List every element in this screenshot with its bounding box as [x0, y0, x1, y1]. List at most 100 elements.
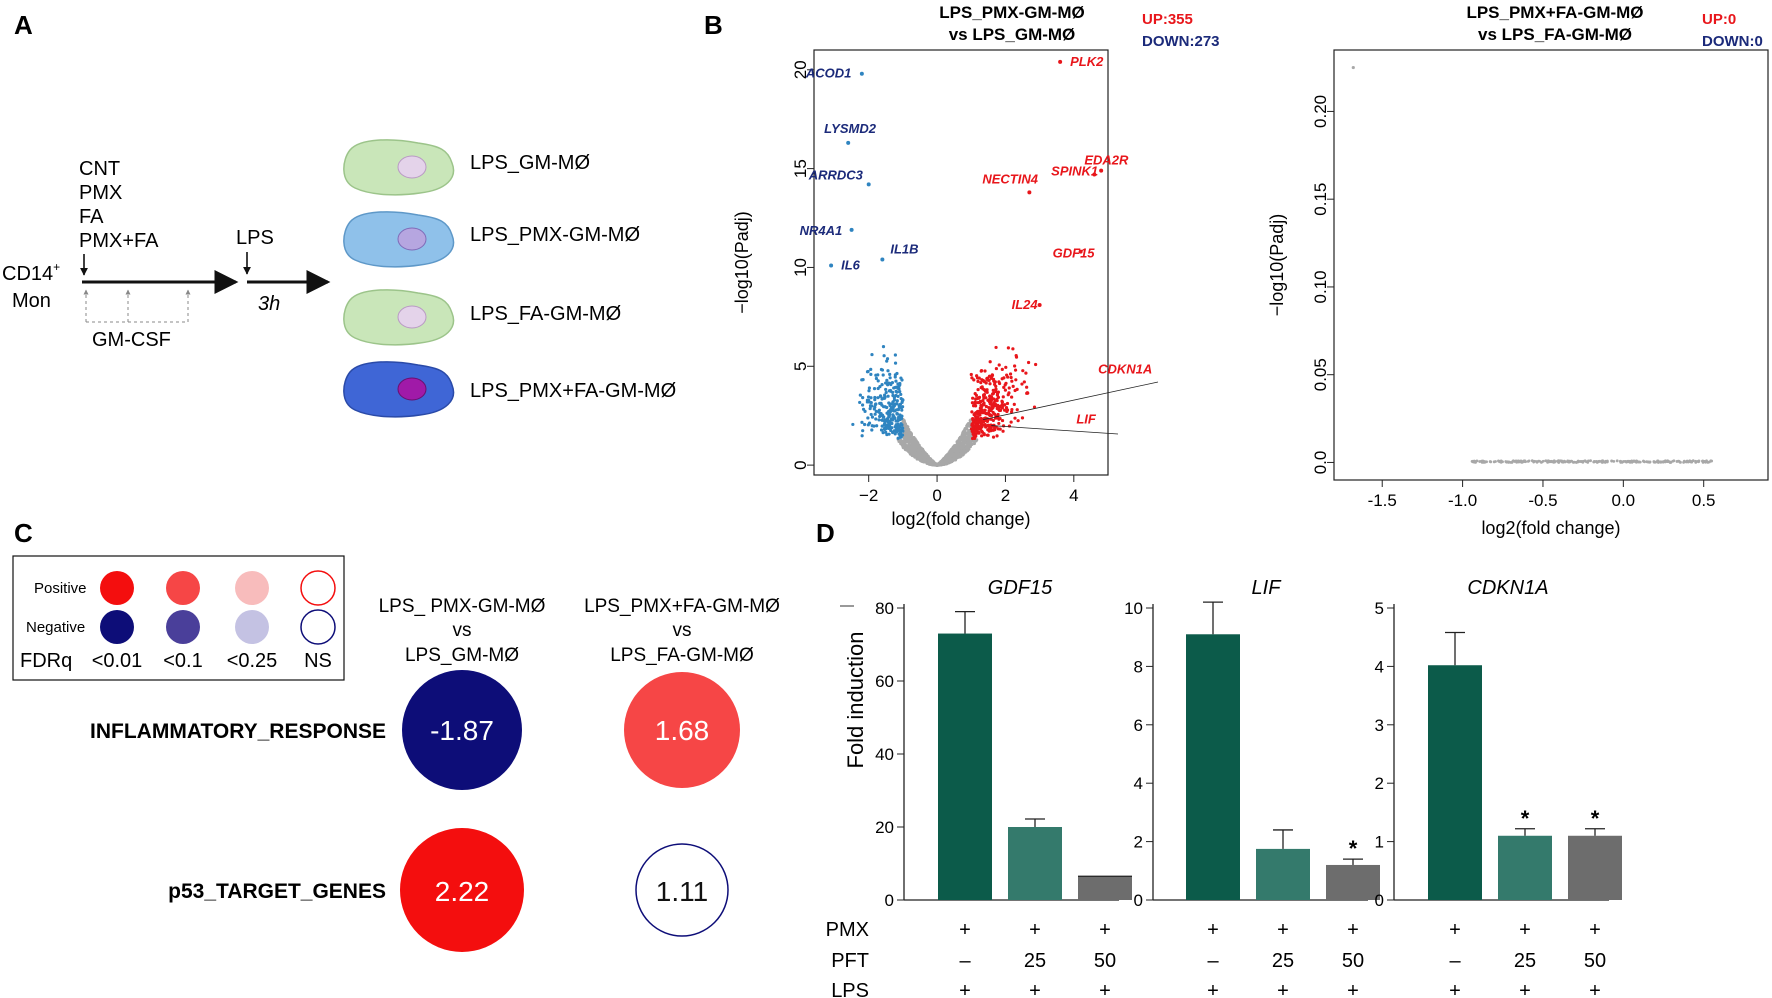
volcano1-point-up: [1009, 420, 1013, 424]
bar-pmx-sign: +: [1519, 919, 1531, 941]
volcano2-ytick-label: 0.15: [1311, 183, 1330, 216]
volcano1-point-up: [977, 396, 981, 400]
volcano1-point-down: [886, 369, 890, 373]
bubble-p53-col2: [635, 843, 729, 937]
volcano1-point-down: [898, 430, 902, 434]
volcano1-point-down: [885, 432, 889, 437]
volcano1-leader-lif: [991, 425, 1119, 435]
volcano1-point-up: [980, 434, 984, 438]
volcano1-point-down: [893, 353, 897, 357]
volcano1-point-up: [998, 427, 1002, 431]
volcano2-point-ns: [1605, 460, 1609, 464]
volcano1-point-up: [1000, 367, 1004, 371]
volcano1-point-down: [862, 422, 867, 427]
volcano1-point-down: [890, 418, 895, 422]
volcano1-point-up: [1006, 375, 1010, 379]
volcano1-point-up: [1021, 369, 1025, 373]
volcano2-point-ns: [1645, 460, 1649, 464]
legend-negative-label: Negative: [26, 619, 85, 636]
bar-significance-star: *: [1591, 806, 1600, 831]
volcano1-point-down: [891, 393, 895, 398]
volcano1-point-up: [1000, 399, 1004, 403]
bar-pmx-sign: +: [1589, 919, 1601, 941]
volcano1-point-up: [1003, 383, 1007, 387]
volcano2-point-ns: [1708, 460, 1711, 464]
volcano1-point-down: [900, 408, 904, 412]
volcano2-point-ns: [1688, 459, 1692, 463]
volcano2-point-ns: [1505, 460, 1508, 464]
volcano1-point-ns: [970, 442, 974, 446]
bar-ytick-label: 1: [1375, 833, 1384, 852]
volcano1-xtick-label: 2: [1001, 486, 1010, 505]
volcano1-point-up: [996, 403, 1000, 407]
volcano1-point-down: [899, 396, 903, 401]
panel-label-a: A: [14, 10, 33, 40]
volcano1-highlight-down-point: [829, 263, 834, 268]
bar-pft-value: 25: [1514, 950, 1536, 972]
volcano1-point-up: [1011, 384, 1015, 388]
volcano2-point-ns: [1557, 461, 1561, 464]
volcano1-point-ns: [907, 442, 911, 447]
volcano1-down-count: DOWN:273: [1142, 33, 1220, 50]
volcano2-point-ns: [1498, 460, 1501, 464]
volcano1-point-ns: [951, 454, 955, 458]
volcano1-point-down: [895, 430, 899, 434]
volcano1-point-up: [990, 392, 995, 396]
volcano1-highlight-up-point: [1027, 190, 1032, 195]
volcano1-point-down: [895, 399, 899, 403]
bar-pft-value: 25: [1272, 950, 1294, 972]
volcano2-point-ns: [1553, 460, 1557, 464]
volcano1-point-down: [891, 404, 896, 409]
value-p53-col1: 2.22: [435, 876, 490, 907]
volcano1-point-ns: [909, 450, 913, 454]
volcano1-point-down: [866, 423, 870, 427]
volcano1-point-down: [897, 387, 901, 391]
volcano1-point-down: [867, 398, 871, 402]
volcano1-point-down: [892, 409, 896, 413]
volcano1-point-up: [976, 387, 980, 392]
cell-label-line1: CD14+: [2, 260, 60, 285]
volcano1-point-ns: [948, 459, 952, 464]
volcano1-point-ns: [925, 454, 929, 459]
volcano1-point-down: [899, 422, 903, 426]
volcano1-point-down: [866, 416, 870, 420]
volcano1-point-down: [879, 428, 884, 432]
volcano1-point-down: [895, 412, 899, 416]
volcano1-point-down: [888, 408, 892, 412]
volcano1-point-down: [880, 418, 884, 422]
volcano1-point-up: [1014, 378, 1018, 382]
bar-significance-star: *: [1521, 806, 1530, 831]
bar-pmx-sign: +: [1347, 919, 1359, 941]
volcano1-point-up: [991, 388, 995, 392]
volcano1-point-ns: [909, 432, 913, 437]
volcano1-point-down: [868, 404, 873, 408]
volcano1-point-ns: [903, 422, 908, 426]
bar-ytick-label: 4: [1375, 657, 1384, 676]
bar-lps-sign: +: [1207, 980, 1219, 998]
bar-pmx-sign: +: [1099, 919, 1111, 941]
volcano1-point-ns: [915, 440, 919, 444]
output-pmx: LPS_PMX-GM-MØ: [470, 224, 640, 246]
volcano1-point-down: [893, 402, 897, 406]
volcano1-point-down: [872, 407, 876, 411]
bubble-p53-col1: [400, 828, 524, 952]
volcano1-point-ns: [955, 445, 959, 449]
volcano1-point-up: [984, 404, 988, 409]
bar-title-2: CDKN1A: [1467, 577, 1548, 599]
treatment-fa: FA: [79, 206, 104, 228]
volcano1-point-down: [883, 393, 887, 397]
volcano1-point-down: [869, 412, 873, 417]
volcano1-point-ns: [932, 462, 937, 466]
volcano2-title-line1: LPS_PMX+FA-GM-MØ: [1466, 3, 1643, 22]
volcano1-point-down: [882, 423, 886, 427]
col2-header-line1: LPS_PMX+FA-GM-MØ: [584, 596, 780, 617]
volcano1-point-up: [973, 436, 977, 440]
volcano1-point-ns: [950, 448, 954, 452]
volcano1-point-down: [898, 383, 902, 387]
volcano2-point-ns: [1575, 460, 1578, 464]
volcano1-point-up: [972, 378, 976, 382]
volcano1-point-down: [865, 370, 870, 374]
volcano1-point-down: [894, 408, 899, 412]
volcano2-point-ns: [1530, 459, 1534, 463]
volcano2-point-ns: [1648, 460, 1652, 464]
